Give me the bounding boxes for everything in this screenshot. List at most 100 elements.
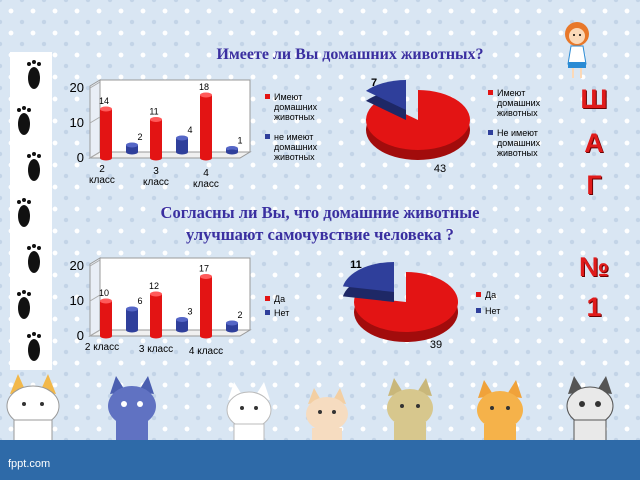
- bar-top: [126, 142, 138, 148]
- chart-title-1: Имеете ли Вы домашних животных?: [216, 46, 484, 63]
- data-label: 14: [99, 96, 109, 106]
- pie-value-label: 39: [430, 339, 442, 351]
- data-label: 1: [237, 136, 242, 146]
- data-label: 4: [187, 125, 192, 135]
- legend-label: Да: [485, 290, 496, 300]
- data-label: 12: [149, 281, 159, 291]
- legend-label: Нет: [274, 308, 289, 318]
- bar-top: [100, 298, 112, 304]
- y-tick-label: 0: [77, 328, 84, 343]
- chart-title-2: Согласны ли Вы, что домашние животные ул…: [0, 202, 640, 246]
- bar-top: [176, 135, 188, 141]
- bar-base: [150, 155, 162, 161]
- legend-swatch: [265, 310, 270, 315]
- data-label: 3: [187, 307, 192, 317]
- bar-top: [200, 274, 212, 279]
- bar: [100, 109, 112, 158]
- data-label: 11: [149, 107, 158, 117]
- bar: [100, 301, 112, 336]
- y-tick-label: 10: [70, 293, 84, 308]
- legend-swatch: [476, 292, 481, 297]
- bar-base: [126, 149, 138, 155]
- y-gridline: [89, 116, 101, 124]
- chart-floor: [88, 151, 252, 159]
- bar: [126, 309, 138, 330]
- y-gridline: [89, 81, 101, 89]
- legend-swatch: [488, 90, 493, 95]
- y-tick-label: 0: [77, 150, 84, 165]
- bar-base: [226, 327, 238, 333]
- cat-icon: [108, 376, 156, 444]
- side-letter-one: 1: [586, 292, 602, 322]
- chart-back-wall: [99, 257, 251, 331]
- side-letter-number: №: [578, 252, 610, 282]
- y-tick-label: 20: [70, 258, 84, 273]
- legend-swatch: [488, 130, 493, 135]
- chart-title-2-line2: улучшают самочувствие человека ?: [186, 225, 454, 244]
- x-tick-label: 2 класс: [85, 342, 119, 353]
- x-tick-label: 4 класс: [189, 346, 223, 357]
- pie-value-label: 11: [350, 259, 362, 271]
- bar: [150, 119, 162, 158]
- data-label: 2: [137, 132, 142, 142]
- y-tick-label: 20: [70, 80, 84, 95]
- cat-icon: [387, 378, 433, 444]
- pie-value-label: 43: [434, 163, 446, 175]
- data-label: 10: [99, 288, 109, 298]
- cat-icon: [477, 380, 523, 444]
- cat-icon: [226, 382, 272, 444]
- footprints-icon: [17, 60, 41, 361]
- pie-chart-2: 39 11 Да Нет: [342, 259, 500, 351]
- data-label: 6: [137, 296, 142, 306]
- bar-top: [200, 92, 212, 98]
- bar-base: [226, 149, 238, 155]
- bar-base: [100, 333, 112, 339]
- side-letter-a: А: [584, 128, 604, 158]
- bar: [226, 323, 238, 330]
- watermark: fppt.com: [8, 458, 51, 470]
- y-gridline: [89, 294, 101, 302]
- x-tick-label: 2: [99, 164, 105, 175]
- legend-label: Имеют домашних животных: [274, 92, 318, 122]
- girl-icon: [565, 22, 589, 78]
- cats-illustration: [6, 374, 614, 444]
- bar: [126, 145, 138, 152]
- x-tick-label: 4: [203, 168, 209, 179]
- y-tick-label: 10: [70, 115, 84, 130]
- cat-icon: [306, 388, 348, 444]
- cat-icon: [566, 376, 614, 443]
- bar: [176, 319, 188, 330]
- bar-base: [176, 149, 188, 155]
- legend-label: Нет: [485, 306, 500, 316]
- bar-base: [100, 155, 112, 161]
- bar: [150, 294, 162, 336]
- data-label: 2: [237, 310, 242, 320]
- bar-top: [126, 306, 138, 312]
- footprints-strip: [10, 52, 52, 370]
- x-tick-label: 3: [153, 166, 159, 177]
- x-tick-label-line2: класс: [89, 175, 115, 186]
- legend-swatch: [265, 296, 270, 301]
- bar-chart-2: 0 10 20 10 6 2 класс 12 3 3 класс 17 2 4 класс Да Нет: [70, 257, 289, 357]
- bar-top: [176, 317, 188, 322]
- legend-label: не имеют домашних животных: [274, 132, 318, 162]
- y-gridline: [89, 329, 101, 337]
- side-letter-sh: Ш: [580, 84, 608, 114]
- legend-swatch: [476, 308, 481, 313]
- data-label: 17: [199, 264, 209, 274]
- x-tick-label-line2: класс: [143, 177, 169, 188]
- legend-label: Имеют домашних животных: [497, 88, 541, 118]
- cat-icon: [6, 374, 60, 444]
- legend-label: Не имеют домашних животных: [497, 128, 541, 158]
- data-label: 18: [199, 82, 209, 92]
- bar-base: [126, 327, 138, 333]
- chart-title-2-line1: Согласны ли Вы, что домашние животные: [160, 203, 480, 222]
- bar: [200, 95, 212, 158]
- bar-base: [200, 333, 212, 339]
- chart-side-wall: [89, 79, 101, 159]
- x-tick-label: 3 класс: [139, 344, 173, 355]
- bar: [200, 276, 212, 336]
- footer-band: [0, 440, 640, 480]
- legend-swatch: [265, 94, 270, 99]
- bar-top: [150, 117, 162, 122]
